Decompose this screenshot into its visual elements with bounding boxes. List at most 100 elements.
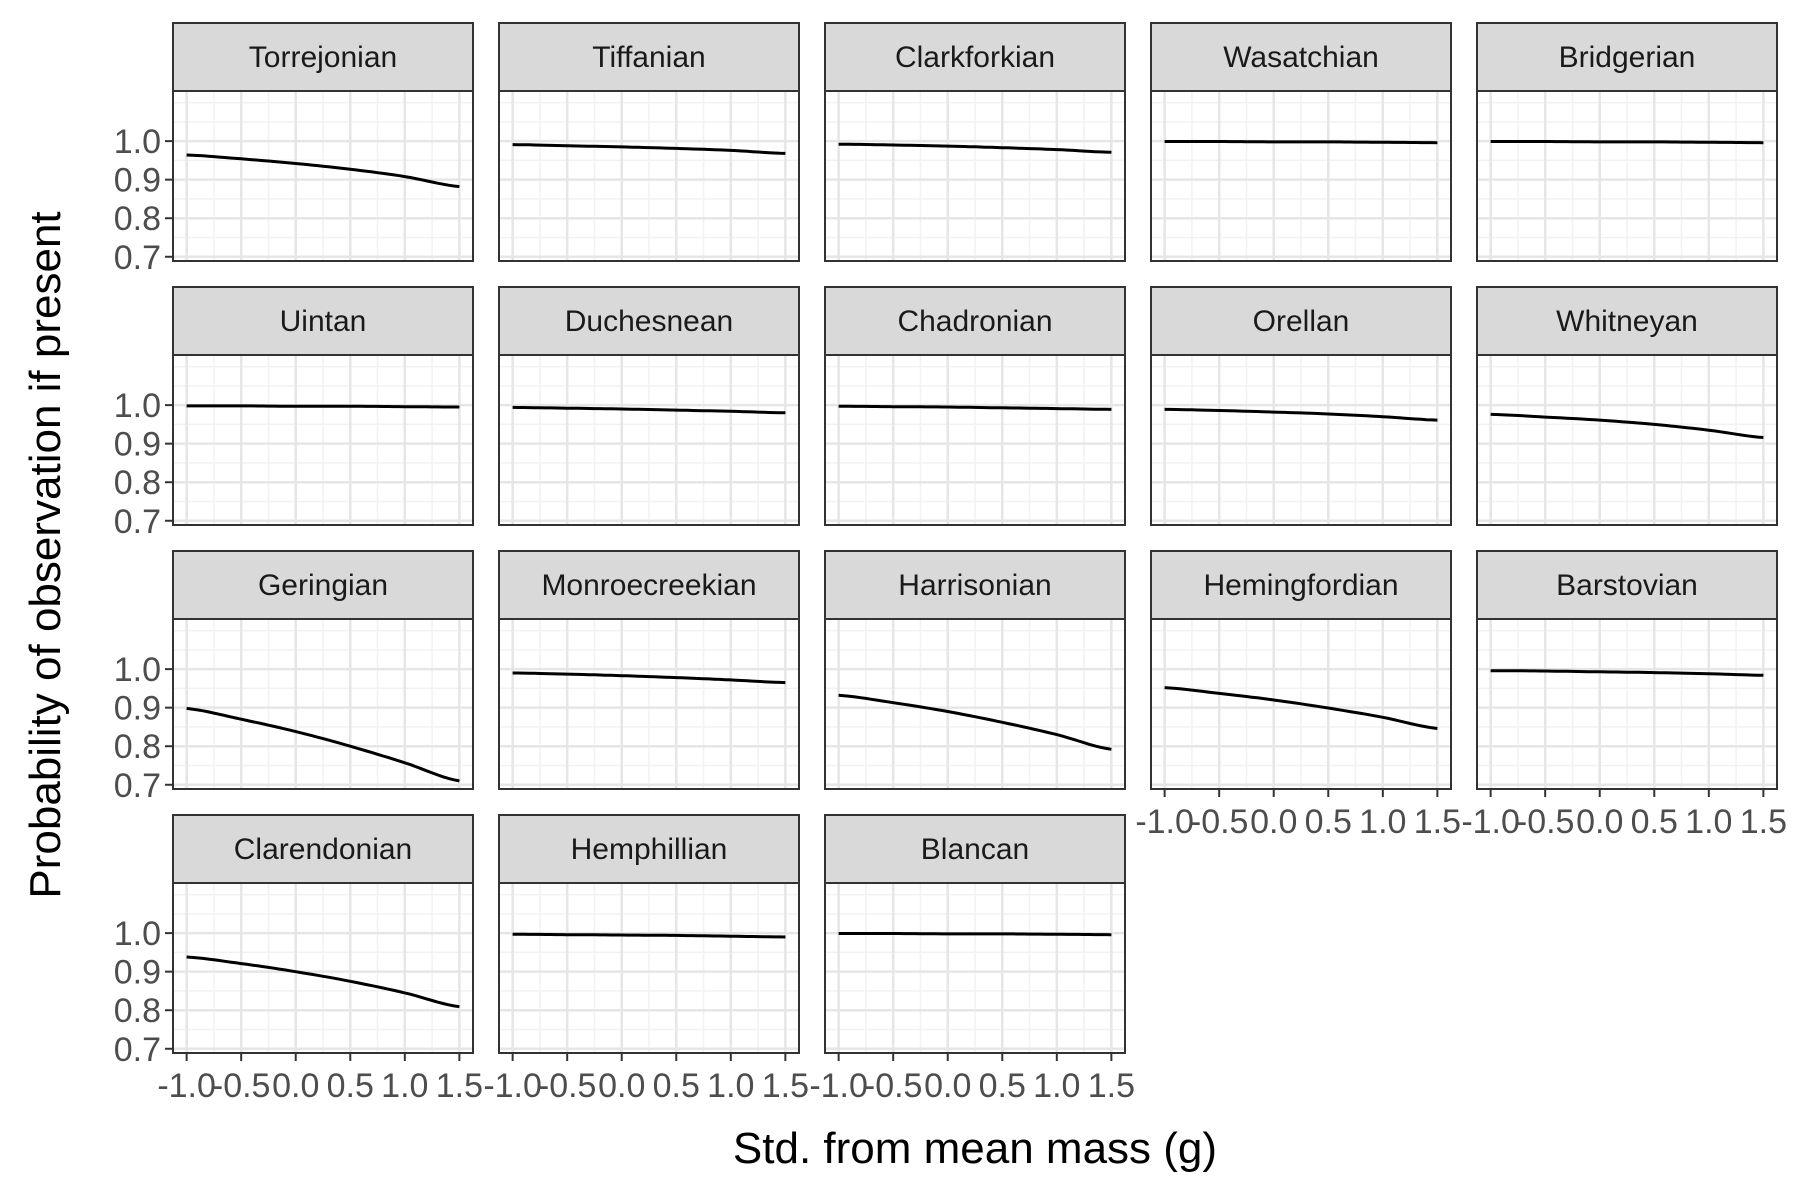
x-tick-label: 0.5 [1631,803,1678,841]
y-tick-label: 0.9 [114,690,161,728]
y-tick-label: 0.9 [114,426,161,464]
facet-panel: Duchesnean [498,286,800,526]
x-tick-label: 1.0 [1685,803,1732,841]
x-tick-label: 1.5 [436,1067,483,1105]
facet-label: Geringian [258,569,388,602]
panel-border [1476,354,1778,526]
y-tick-label: 0.8 [114,992,161,1030]
facet-label: Clarkforkian [895,41,1055,74]
x-tick-label: 0.0 [924,1067,971,1105]
facet-strip [172,814,474,884]
series-line [186,706,460,783]
facet-strip [1476,22,1778,92]
facet-panel: Hemphillian -1.0-0.5 0.0 0.5 1.0 1.5 [483,814,809,1105]
facet-strip [172,550,474,620]
series-line [838,693,1112,751]
panel-border [1150,618,1452,790]
series-line [186,404,460,409]
facet-label: Whitneyan [1556,305,1698,338]
series-line [1490,412,1764,439]
y-tick-label: 0.8 [114,464,161,502]
facet-strip [172,22,474,92]
panel-border [824,354,1126,526]
facet-label: Monroecreekian [541,569,756,602]
x-tick-label: 0.0 [1576,803,1623,841]
series-line [512,143,786,155]
facet-panel: Clarkforkian [824,22,1126,262]
facet-label: Hemphillian [571,833,728,866]
panel-border [172,618,474,790]
panel-border [172,90,474,262]
facet-panel: Whitneyan [1476,286,1778,526]
series-line [838,142,1112,154]
y-tick-label: 1.0 [114,651,161,689]
panel-border [1150,90,1452,262]
series-line [512,932,786,939]
x-tick-label: -0.5 [864,1067,923,1105]
panel-border [498,882,800,1054]
series-line [838,404,1112,411]
x-tick-label: 0.5 [979,1067,1026,1105]
series-line [186,955,460,1009]
facet-strip [1150,286,1452,356]
x-tick-label: -0.5 [212,1067,271,1105]
x-tick-label: 1.5 [1088,1067,1135,1105]
facet-strip [824,814,1126,884]
y-tick-label: 0.7 [114,239,161,277]
x-tick-label: -1.0 [1461,803,1520,841]
panel-border [1476,90,1778,262]
series-line [512,405,786,415]
facet-panel: Blancan -1.0-0.5 0.0 0.5 1.0 1.5 [809,814,1135,1105]
facet-strip [1476,286,1778,356]
facet-strip [172,286,474,356]
x-tick-label: 1.0 [1359,803,1406,841]
x-tick-label: 1.0 [1033,1067,1080,1105]
x-tick-label: 0.5 [1305,803,1352,841]
panel-border [1476,618,1778,790]
facet-label: Bridgerian [1559,41,1696,74]
facet-label: Blancan [921,833,1029,866]
y-tick-label: 1.0 [114,915,161,953]
facet-strip [824,22,1126,92]
panel-border [498,354,800,526]
x-tick-label: 0.0 [598,1067,645,1105]
x-tick-label: 1.0 [707,1067,754,1105]
facet-panel: Wasatchian [1150,22,1452,262]
facet-label: Chadronian [897,305,1052,338]
series-line [1490,669,1764,677]
series-line [838,932,1112,937]
series-line [1164,407,1438,422]
facet-label: Hemingfordian [1203,569,1398,602]
series-line [1490,140,1764,145]
facet-label: Wasatchian [1223,41,1379,74]
x-tick-label: 1.0 [381,1067,428,1105]
panel-border [498,90,800,262]
x-tick-label: 0.5 [327,1067,374,1105]
facet-panel: Chadronian [824,286,1126,526]
x-tick-label: -1.0 [483,1067,542,1105]
panel-border [498,618,800,790]
facet-label: Tiffanian [592,41,705,74]
x-tick-label: -0.5 [1190,803,1249,841]
x-tick-label: -0.5 [538,1067,597,1105]
y-tick-label: 0.9 [114,162,161,200]
facet-panel: Monroecreekian [498,550,800,790]
y-tick-label: 0.7 [114,503,161,541]
y-tick-label: 0.9 [114,954,161,992]
facet-strip [498,550,800,620]
x-tick-label: 1.5 [762,1067,809,1105]
y-axis-title: Probability of observation if present [21,211,70,898]
facet-label: Uintan [280,305,367,338]
series-line [1164,686,1438,730]
facet-label: Torrejonian [249,41,397,74]
facet-strip [1150,22,1452,92]
facet-label: Barstovian [1556,569,1698,602]
facet-label: Duchesnean [565,305,733,338]
x-axis-title: Std. from mean mass (g) [733,1124,1217,1173]
facet-panel: Bridgerian [1476,22,1778,262]
facet-label: Clarendonian [234,833,412,866]
panel-border [824,882,1126,1054]
series-line [512,671,786,685]
x-tick-label: -0.5 [1516,803,1575,841]
